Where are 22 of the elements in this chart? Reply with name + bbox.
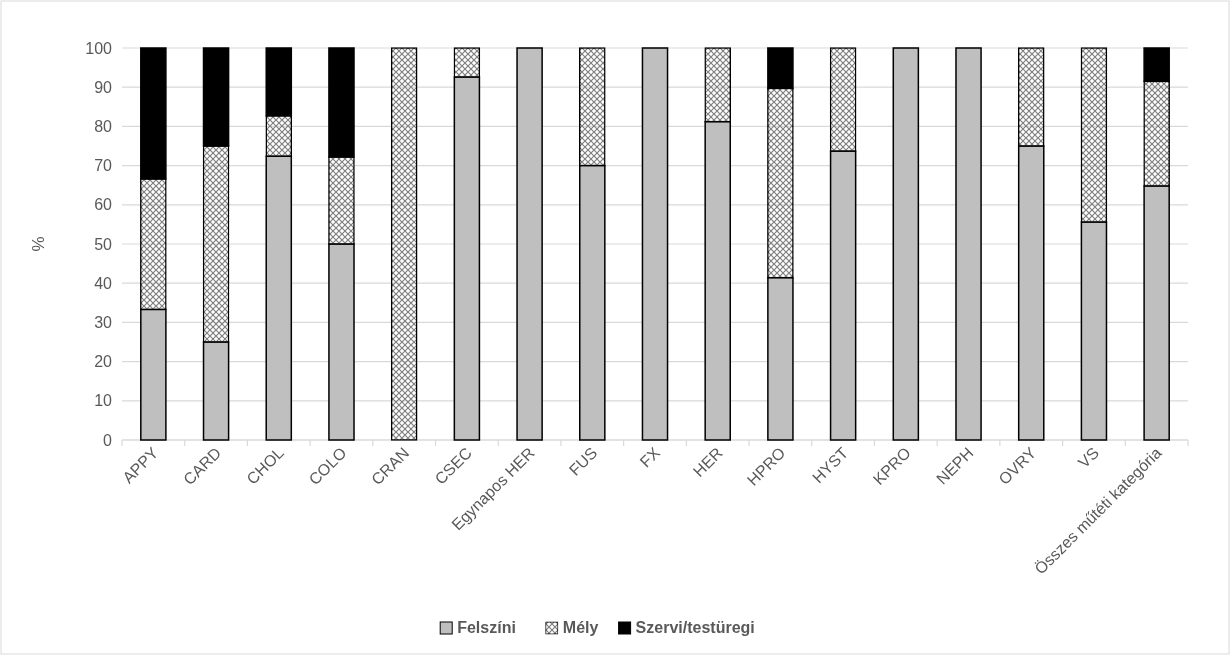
- y-tick-label: 10: [94, 392, 113, 410]
- y-tick-label: 80: [94, 118, 113, 135]
- bar: [641, 47, 669, 441]
- legend-label: Felszíni: [457, 619, 516, 636]
- y-axis-title: %: [29, 236, 48, 252]
- y-tick-label: 30: [94, 314, 113, 331]
- y-tick-label: 70: [94, 157, 113, 175]
- legend-label: Szervi/testüregi: [635, 619, 755, 636]
- y-tick-label: 40: [94, 274, 113, 292]
- bar: [955, 47, 982, 441]
- bar: [892, 47, 920, 441]
- y-tick-label: 60: [94, 196, 113, 214]
- x-tick-label: VS: [1074, 444, 1103, 472]
- bar: [390, 47, 418, 441]
- y-tick-label: 0: [103, 431, 113, 449]
- legend-label: Mély: [562, 619, 599, 636]
- bar: [516, 47, 543, 441]
- x-tick-label: FX: [636, 443, 664, 471]
- y-tick-label: 100: [85, 39, 113, 57]
- y-tick-label: 20: [94, 353, 113, 371]
- y-tick-label: 50: [94, 235, 113, 253]
- y-tick-label: 90: [94, 78, 113, 96]
